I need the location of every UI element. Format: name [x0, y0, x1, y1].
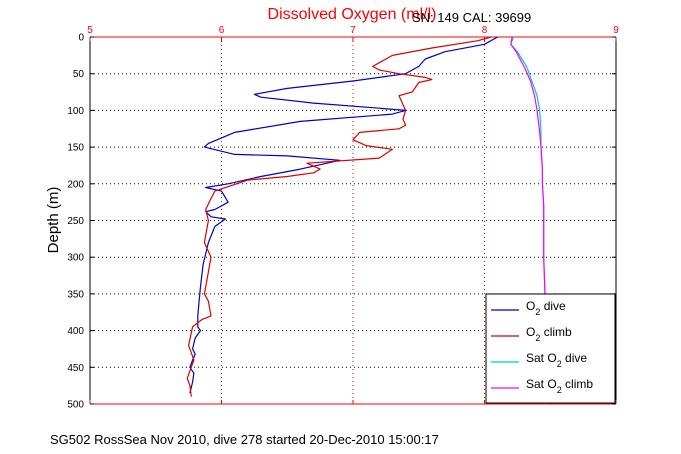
axis-ticks: 5 6 7 8 9 0 50 100 150 200 250 300 350 400 450 500 [67, 25, 619, 411]
chart-title: Dissolved Oxygen (ml/l) [268, 6, 437, 23]
legend-box [485, 293, 616, 404]
x-tick-label: 7 [350, 25, 356, 36]
y-tick-label: 250 [67, 216, 84, 227]
y-tick-label: 300 [67, 253, 84, 264]
y-tick-label: 50 [73, 69, 85, 80]
y-tick-label: 500 [67, 400, 84, 411]
chart-legend: O2 dive O2 climb Sat O2 dive Sat O2 climb [485, 293, 616, 404]
y-tick-label: 0 [78, 33, 84, 44]
y-tick-label: 200 [67, 179, 84, 190]
y-axis-label: Depth (m) [45, 187, 62, 254]
y-tick-label: 350 [67, 289, 84, 300]
series-line-o2_dive [189, 36, 498, 394]
x-tick-label: 8 [482, 25, 488, 36]
y-tick-label: 150 [67, 143, 84, 154]
x-tick-label: 9 [613, 25, 619, 36]
x-tick-label: 6 [219, 25, 225, 36]
legend-label-o2_climb: O2 climb [526, 325, 572, 343]
series-line-o2_climb [186, 36, 492, 397]
y-tick-label: 400 [67, 326, 84, 337]
x-tick-label: 5 [87, 25, 93, 36]
dive-info-footer: SG502 RossSea Nov 2010, dive 278 started… [50, 432, 439, 447]
legend-label-sat_dive: Sat O2 dive [526, 351, 587, 369]
serial-calibration-label: SN: 149 CAL: 39699 [412, 10, 531, 25]
y-tick-label: 100 [67, 106, 84, 117]
legend-label-o2_dive: O2 dive [526, 299, 566, 317]
legend-label-sat_climb: Sat O2 climb [526, 377, 593, 395]
y-tick-label: 450 [67, 363, 84, 374]
